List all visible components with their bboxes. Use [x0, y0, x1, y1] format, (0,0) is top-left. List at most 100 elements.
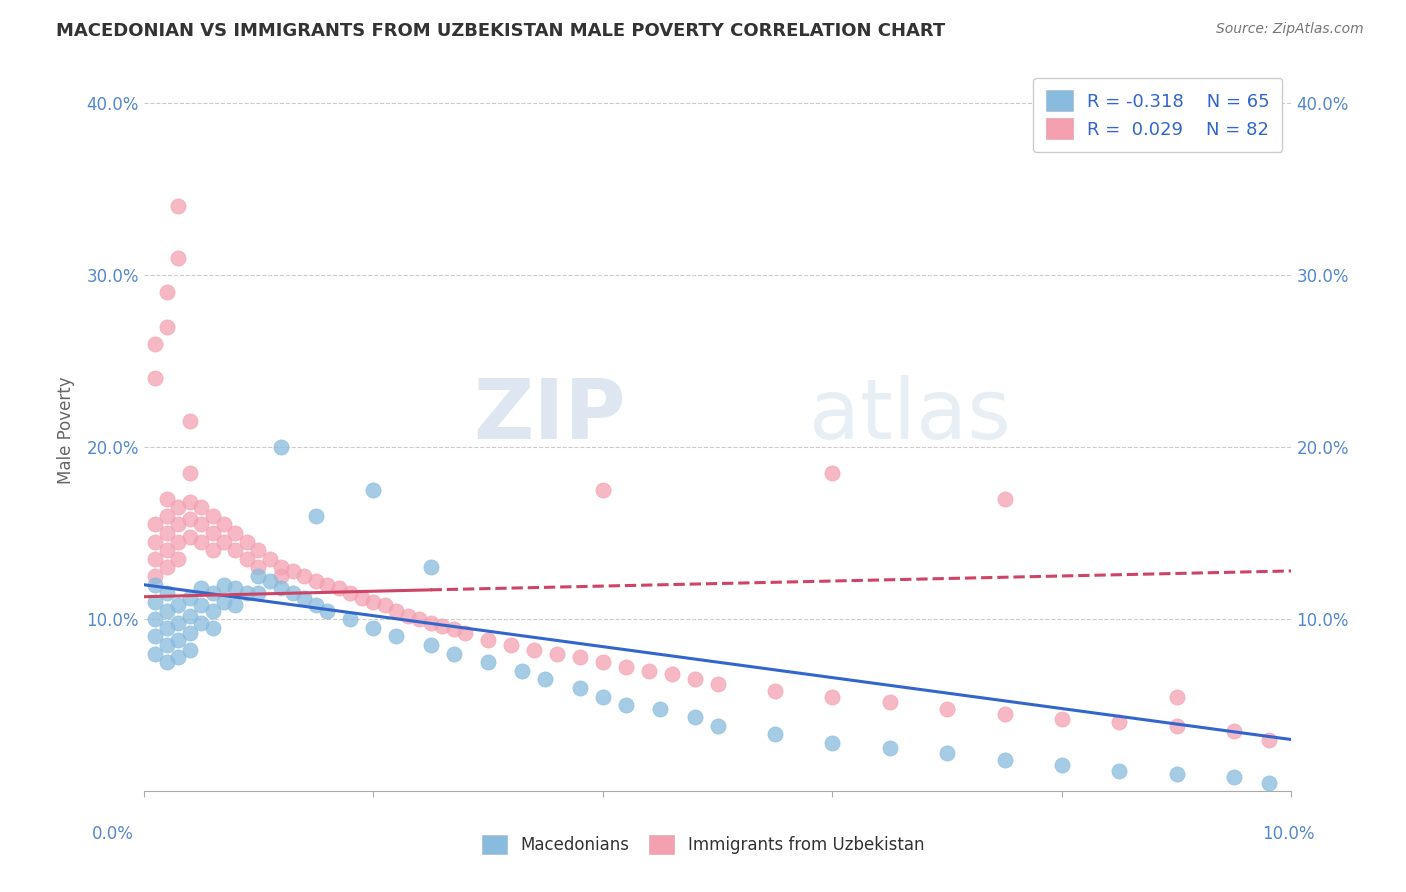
Point — [167, 615, 190, 630]
Point — [155, 491, 177, 506]
Point — [305, 599, 328, 613]
Point — [167, 251, 190, 265]
Point — [1108, 764, 1130, 778]
Point — [179, 591, 201, 606]
Point — [259, 574, 281, 589]
Text: MACEDONIAN VS IMMIGRANTS FROM UZBEKISTAN MALE POVERTY CORRELATION CHART: MACEDONIAN VS IMMIGRANTS FROM UZBEKISTAN… — [56, 22, 945, 40]
Point — [270, 569, 292, 583]
Point — [821, 736, 844, 750]
Point — [993, 491, 1015, 506]
Point — [247, 543, 270, 558]
Point — [179, 512, 201, 526]
Point — [592, 690, 614, 704]
Point — [339, 612, 361, 626]
Legend: R = -0.318    N = 65, R =  0.029    N = 82: R = -0.318 N = 65, R = 0.029 N = 82 — [1033, 78, 1282, 152]
Point — [224, 581, 246, 595]
Point — [201, 508, 224, 523]
Point — [706, 719, 728, 733]
Point — [190, 500, 212, 515]
Point — [339, 586, 361, 600]
Point — [143, 577, 166, 591]
Point — [661, 667, 683, 681]
Point — [592, 655, 614, 669]
Point — [614, 698, 637, 713]
Point — [1166, 719, 1188, 733]
Text: 0.0%: 0.0% — [91, 825, 134, 843]
Point — [179, 643, 201, 657]
Point — [143, 595, 166, 609]
Point — [1166, 767, 1188, 781]
Point — [259, 552, 281, 566]
Point — [523, 643, 546, 657]
Point — [993, 706, 1015, 721]
Text: 10.0%: 10.0% — [1263, 825, 1315, 843]
Point — [454, 625, 477, 640]
Point — [1257, 732, 1279, 747]
Point — [201, 586, 224, 600]
Point — [650, 701, 672, 715]
Point — [155, 621, 177, 635]
Point — [350, 591, 373, 606]
Point — [190, 581, 212, 595]
Point — [821, 466, 844, 480]
Point — [316, 577, 339, 591]
Point — [155, 319, 177, 334]
Point — [430, 619, 453, 633]
Point — [477, 655, 499, 669]
Point — [236, 552, 259, 566]
Point — [155, 655, 177, 669]
Point — [155, 603, 177, 617]
Point — [270, 581, 292, 595]
Point — [763, 684, 786, 698]
Point — [155, 285, 177, 300]
Point — [821, 690, 844, 704]
Point — [201, 621, 224, 635]
Point — [361, 483, 384, 497]
Point — [637, 664, 659, 678]
Point — [155, 638, 177, 652]
Point — [190, 599, 212, 613]
Point — [143, 647, 166, 661]
Point — [167, 500, 190, 515]
Point — [361, 621, 384, 635]
Point — [190, 534, 212, 549]
Point — [179, 529, 201, 543]
Point — [419, 560, 441, 574]
Point — [190, 517, 212, 532]
Point — [143, 569, 166, 583]
Point — [143, 371, 166, 385]
Point — [155, 586, 177, 600]
Point — [143, 629, 166, 643]
Point — [167, 599, 190, 613]
Point — [1223, 723, 1246, 738]
Point — [328, 581, 350, 595]
Point — [179, 414, 201, 428]
Point — [396, 608, 419, 623]
Point — [512, 664, 534, 678]
Point — [212, 595, 235, 609]
Point — [143, 612, 166, 626]
Point — [143, 534, 166, 549]
Point — [683, 673, 706, 687]
Point — [534, 673, 557, 687]
Point — [879, 695, 901, 709]
Point — [385, 629, 408, 643]
Text: ZIP: ZIP — [474, 375, 626, 456]
Point — [167, 552, 190, 566]
Point — [546, 647, 568, 661]
Point — [361, 595, 384, 609]
Point — [592, 483, 614, 497]
Point — [936, 747, 959, 761]
Legend: Macedonians, Immigrants from Uzbekistan: Macedonians, Immigrants from Uzbekistan — [470, 823, 936, 866]
Text: atlas: atlas — [810, 375, 1011, 456]
Point — [879, 741, 901, 756]
Point — [155, 508, 177, 523]
Point — [167, 199, 190, 213]
Point — [179, 466, 201, 480]
Point — [1257, 775, 1279, 789]
Point — [190, 615, 212, 630]
Point — [143, 336, 166, 351]
Point — [316, 603, 339, 617]
Point — [443, 647, 465, 661]
Y-axis label: Male Poverty: Male Poverty — [58, 376, 75, 483]
